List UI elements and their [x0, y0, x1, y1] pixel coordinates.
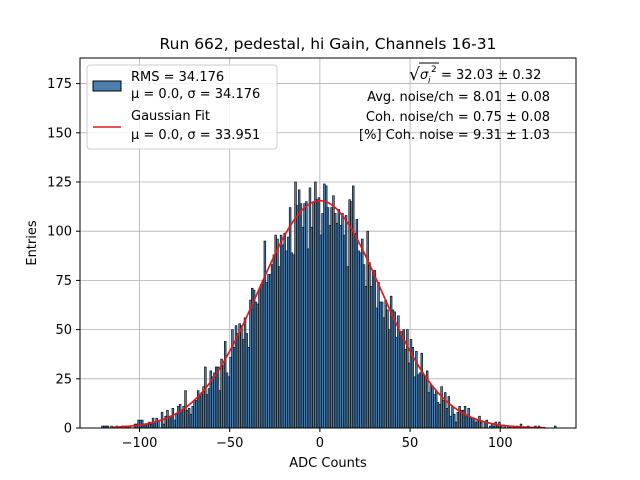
gaussian-fit	[112, 199, 546, 429]
y-axis-label: Entries	[25, 220, 40, 266]
legend-box	[86, 64, 278, 150]
y-tick-label: 125	[47, 175, 72, 190]
annotation-sigma-symbol: σ	[420, 68, 429, 83]
legend-hist-label: RMS = 34.176	[131, 70, 224, 85]
legend-hist-patch	[92, 80, 122, 92]
annotation-coh-noise: Coh. noise/ch = 0.75 ± 0.08	[366, 110, 550, 125]
y-tick-label: 150	[47, 126, 72, 141]
legend: RMS = 34.176 μ = 0.0, σ = 34.176 Gaussia…	[86, 64, 278, 150]
y-tick-label: 175	[47, 77, 72, 92]
annotation-sigma-subscript: i	[428, 76, 431, 86]
y-tick-label: 0	[64, 422, 72, 437]
x-tick-label: −100	[122, 436, 158, 451]
plot-frame	[79, 57, 577, 429]
chart-title: Run 662, pedestal, hi Gain, Channels 16-…	[160, 35, 497, 53]
annotation-sigma-value: = 32.03 ± 0.32	[441, 68, 541, 83]
y-tick-label: 100	[47, 225, 72, 240]
histogram-bar	[480, 421, 483, 429]
y-tick-label: 25	[55, 372, 72, 387]
x-tick-label: −50	[216, 436, 243, 451]
noise-annotations: √ σ i 2 = 32.03 ± 0.32 Avg. noise/ch = 8…	[359, 62, 550, 143]
legend-hist-detail: μ = 0.0, σ = 34.176	[131, 87, 260, 102]
plot-area	[79, 57, 577, 429]
legend-fit-label: Gaussian Fit	[131, 109, 210, 124]
annotation-sigma-superscript: 2	[431, 65, 437, 75]
y-tick-label: 75	[55, 274, 72, 289]
histogram-bars	[101, 181, 557, 429]
histogram-bar	[485, 419, 488, 429]
x-axis-label: ADC Counts	[289, 456, 367, 471]
x-tick-label: 0	[316, 436, 324, 451]
x-axis-ticks: −100 −50 0 50 100	[122, 428, 513, 451]
annotation-sqrt-sign: √	[409, 65, 420, 85]
legend-fit-detail: μ = 0.0, σ = 33.951	[131, 128, 260, 143]
annotation-sigma-i-squared: √ σ i 2 = 32.03 ± 0.32	[409, 62, 541, 86]
x-tick-label: 100	[488, 436, 513, 451]
annotation-coh-noise-percent: [%] Coh. noise = 9.31 ± 1.03	[359, 128, 550, 143]
annotation-avg-noise: Avg. noise/ch = 8.01 ± 0.08	[367, 90, 550, 105]
y-axis-ticks: 0 25 50 75 100 125 150 175	[47, 77, 80, 437]
x-tick-label: 50	[402, 436, 419, 451]
gaussian-fit-curve	[112, 199, 546, 429]
y-tick-label: 50	[55, 323, 72, 338]
